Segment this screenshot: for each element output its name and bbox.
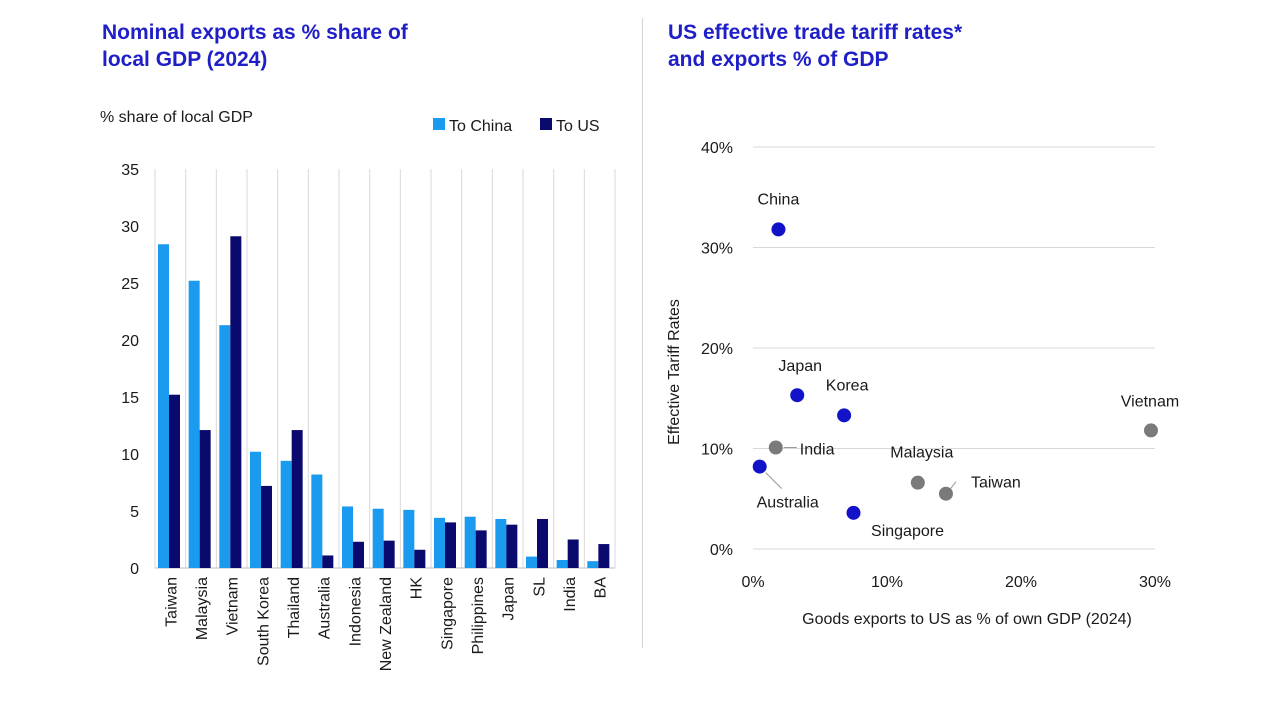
scatter-point-label-singapore: Singapore (871, 523, 944, 540)
bar-to-china (464, 516, 476, 568)
scatter-point-vietnam (1143, 423, 1158, 438)
right-chart-title-line2: and exports % of GDP (668, 48, 889, 71)
scatter-point-taiwan (938, 486, 953, 501)
right-chart-title: US effective trade tariff rates* (668, 21, 963, 44)
bar-to-us (261, 485, 272, 568)
bar-category-label: SL (531, 577, 548, 597)
bar-to-china (403, 509, 415, 568)
bar-category-label: Singapore (439, 577, 456, 650)
scatter-point-japan (790, 388, 805, 403)
scatter-y-tick-label: 40% (701, 140, 733, 157)
scatter-y-tick-label: 10% (701, 442, 733, 459)
bar-y-tick-label: 0 (130, 561, 139, 578)
bar-category-label: Indonesia (347, 577, 364, 646)
bar-to-us (322, 555, 334, 568)
bar-category-label: BA (593, 577, 610, 599)
scatter-point-australia (752, 459, 767, 474)
legend-label-to-us: To US (556, 118, 600, 135)
bar-to-us (169, 394, 180, 568)
bar-to-us (230, 236, 242, 568)
bar-category-label: Japan (501, 577, 518, 621)
bar-to-china (556, 560, 568, 568)
bar-category-label: Thailand (286, 577, 303, 638)
bar-to-china (280, 460, 292, 568)
bar-to-us (414, 549, 426, 568)
bar-to-china (372, 508, 384, 568)
bar-category-label: South Korea (255, 577, 272, 666)
bar-to-china (188, 280, 200, 568)
scatter-point-malaysia (910, 475, 925, 490)
bar-to-us (445, 522, 456, 568)
scatter-y-tick-label: 0% (710, 542, 733, 559)
scatter-point-singapore (846, 505, 861, 520)
bar-y-tick-label: 30 (121, 219, 139, 236)
bar-to-us (291, 430, 303, 568)
left-chart-title: Nominal exports as % share of (102, 21, 408, 44)
scatter-point-label-china: China (758, 191, 800, 208)
bar-to-china (311, 474, 323, 568)
bar-to-china (342, 506, 353, 568)
bar-y-tick-label: 20 (121, 333, 139, 350)
bar-to-us (567, 539, 579, 568)
scatter-point-india (768, 440, 783, 455)
scatter-leader-line-australia (765, 472, 783, 489)
bar-category-label: HK (409, 577, 426, 600)
bar-to-us (598, 544, 610, 568)
scatter-point-china (771, 222, 786, 237)
bar-to-china (219, 325, 231, 568)
scatter-y-axis-label: Effective Tariff Rates (666, 299, 683, 445)
scatter-x-tick-label: 0% (741, 574, 764, 591)
bar-y-axis-label: % share of local GDP (100, 109, 253, 126)
scatter-point-label-korea: Korea (826, 377, 869, 394)
bar-category-label: Philippines (470, 577, 487, 654)
bar-to-us (383, 540, 395, 568)
bar-category-label: Taiwan (163, 577, 180, 627)
bar-y-tick-label: 35 (121, 162, 139, 179)
scatter-point-label-india: India (800, 441, 835, 458)
scatter-point-label-taiwan: Taiwan (971, 475, 1021, 492)
bar-to-us (353, 541, 364, 568)
bar-to-us (506, 524, 518, 568)
bar-category-label: New Zealand (378, 577, 395, 671)
legend-label-to-china: To China (449, 118, 512, 135)
scatter-point-label-malaysia: Malaysia (890, 445, 953, 462)
bar-y-tick-label: 15 (121, 390, 139, 407)
bar-y-tick-label: 10 (121, 447, 139, 464)
bar-to-china (587, 561, 599, 568)
scatter-point-label-japan: Japan (778, 358, 822, 375)
scatter-point-label-australia: Australia (757, 495, 819, 512)
bar-to-china (434, 517, 445, 568)
bar-to-us (199, 430, 211, 568)
left-chart-title-line2: local GDP (2024) (102, 48, 268, 71)
scatter-point-korea (837, 408, 852, 423)
scatter-x-tick-label: 20% (1005, 574, 1037, 591)
bar-to-us (537, 518, 548, 568)
scatter-y-tick-label: 20% (701, 341, 733, 358)
bar-to-us (475, 530, 487, 568)
scatter-y-tick-label: 30% (701, 241, 733, 258)
bar-category-label: Malaysia (194, 577, 211, 640)
scatter-x-tick-label: 10% (871, 574, 903, 591)
bar-category-label: Vietnam (225, 577, 242, 635)
bar-y-tick-label: 5 (130, 504, 139, 521)
bar-category-label: Australia (317, 577, 334, 639)
legend-swatch-to-china (433, 118, 445, 130)
scatter-x-axis-label: Goods exports to US as % of own GDP (202… (802, 611, 1132, 628)
panel-divider (642, 18, 643, 648)
bar-y-tick-label: 25 (121, 276, 139, 293)
bar-to-china (495, 518, 507, 568)
bar-to-china (250, 451, 261, 568)
bar-category-label: India (562, 577, 579, 612)
scatter-point-label-vietnam: Vietnam (1121, 393, 1179, 410)
legend-swatch-to-us (540, 118, 552, 130)
bar-to-china (526, 556, 537, 568)
bar-to-china (158, 244, 169, 569)
scatter-x-tick-label: 30% (1139, 574, 1171, 591)
